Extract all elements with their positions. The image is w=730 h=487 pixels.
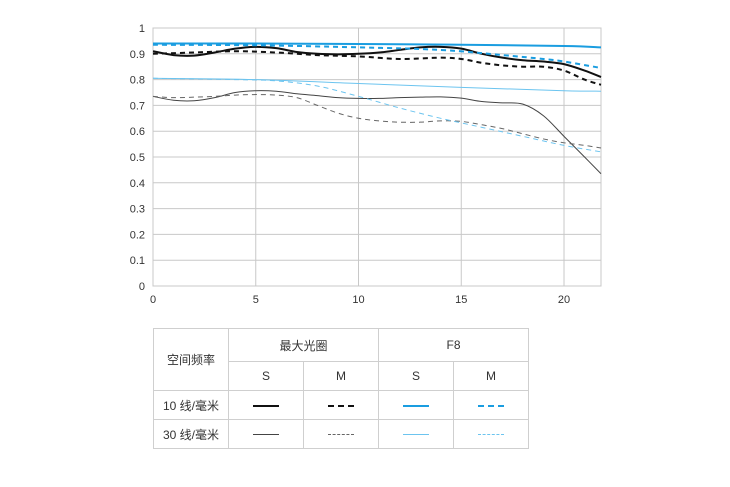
y-tick-label: 0.5 — [130, 152, 145, 164]
y-tick-label: 0.3 — [130, 204, 145, 216]
legend-swatch-cell — [453, 419, 529, 449]
x-tick-label: 0 — [150, 294, 156, 306]
series-lines — [152, 42, 602, 175]
y-tick-label: 0.6 — [130, 126, 145, 138]
series-line-m10-f8 — [152, 43, 602, 69]
series-line-m30-max — [152, 94, 602, 149]
legend-swatch-cell — [378, 419, 454, 449]
y-tick-label: 0.9 — [130, 49, 145, 61]
y-tick-label: 0.7 — [130, 100, 145, 112]
plot-frame — [152, 27, 602, 287]
y-tick-label: 0.1 — [130, 255, 145, 267]
series-line-m10-max — [152, 50, 602, 86]
legend-col-m-f8: M — [453, 361, 529, 391]
legend-swatch-s10-max — [253, 404, 279, 407]
series-line-s10-max — [152, 45, 602, 78]
series-line-s30-max — [152, 90, 602, 175]
legend-col-s-f8: S — [378, 361, 454, 391]
series-line-s30-f8 — [152, 77, 602, 92]
legend-col-m-max: M — [303, 361, 379, 391]
legend-swatch-m30-f8 — [478, 434, 504, 436]
y-tick-label: 0.8 — [130, 75, 145, 87]
x-tick-label: 5 — [253, 294, 259, 306]
legend-header-max-aperture: 最大光圈 — [228, 328, 379, 362]
legend-swatch-m10-max — [328, 404, 354, 407]
legend-swatch-m30-max — [328, 434, 354, 436]
legend-swatch-m10-f8 — [478, 404, 504, 407]
y-tick-label: 0 — [139, 281, 145, 293]
mtf-chart: 00.10.20.30.40.50.60.70.80.910 5 10 15 20 — [130, 23, 602, 306]
legend-header-f8: F8 — [378, 328, 529, 362]
tick-labels: 00.10.20.30.40.50.60.70.80.910 5 10 15 20 — [130, 23, 570, 306]
legend-swatch-cell — [453, 390, 529, 420]
legend-table: 空间频率 最大光圈 F8 S M S M 10 线/毫米 30 线/毫米 — [153, 328, 529, 449]
legend-row-30-lines: 30 线/毫米 — [153, 419, 229, 449]
y-tick-label: 0.4 — [130, 178, 145, 190]
y-tick-label: 1 — [139, 23, 145, 35]
legend-swatch-cell — [303, 419, 379, 449]
grid — [152, 27, 602, 287]
x-tick-label: 15 — [455, 294, 467, 306]
legend-col-s-max: S — [228, 361, 304, 391]
legend-swatch-cell — [228, 419, 304, 449]
legend-header-spatial-frequency: 空间频率 — [153, 328, 229, 391]
legend-swatch-s30-f8 — [403, 434, 429, 436]
legend-swatch-s30-max — [253, 434, 279, 436]
legend-swatch-s10-f8 — [403, 404, 429, 407]
y-tick-label: 0.2 — [130, 229, 145, 241]
x-tick-label: 10 — [352, 294, 364, 306]
series-line-m30-f8 — [152, 77, 602, 153]
legend-swatch-cell — [303, 390, 379, 420]
legend-swatch-cell — [378, 390, 454, 420]
legend-swatch-cell — [228, 390, 304, 420]
legend-row-10-lines: 10 线/毫米 — [153, 390, 229, 420]
series-line-s10-f8 — [152, 42, 602, 49]
x-tick-label: 20 — [558, 294, 570, 306]
